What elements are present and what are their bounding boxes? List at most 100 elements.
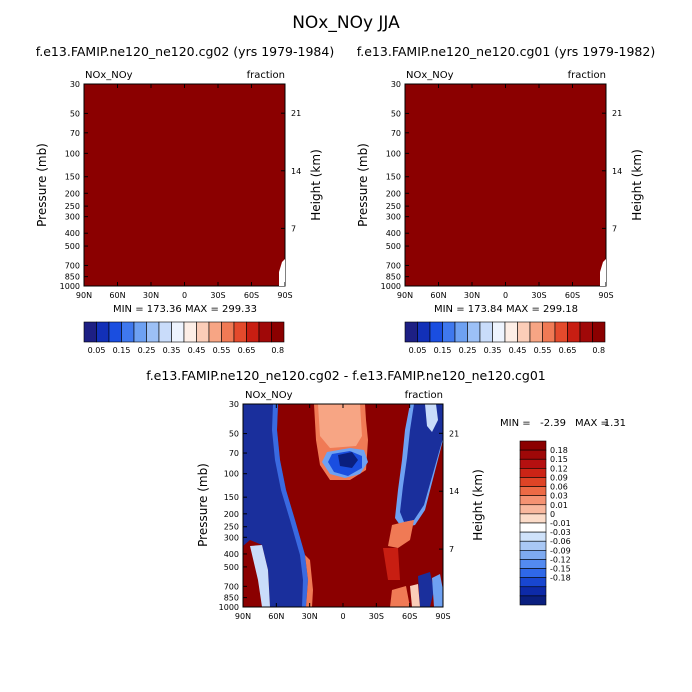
field-negative-bottom-right-edge: [432, 574, 443, 607]
y-right-tick-label: 21: [291, 109, 301, 118]
units-label: fraction: [247, 70, 285, 81]
colorbar-swatch: [504, 321, 518, 343]
colorbar-swatch: [519, 449, 547, 460]
min-max-text: MIN = 173.36 MAX = 299.33: [113, 304, 257, 315]
x-tick-label: 60S: [565, 291, 580, 300]
colorbar-label: 0.05: [88, 346, 106, 355]
var-label: NOx_NOy: [85, 70, 133, 81]
colorbar-label: 0.15: [434, 346, 452, 355]
colorbar-swatch: [158, 321, 172, 343]
colorbar-label: 0.25: [138, 346, 156, 355]
colorbar-swatch: [479, 321, 493, 343]
colorbar-swatch: [83, 321, 97, 343]
max-label: MAX =: [575, 418, 609, 429]
difference-field: [243, 404, 443, 607]
field-positive-right-edge: [388, 520, 414, 548]
field-negative-bottom-right: [418, 572, 434, 607]
units-label: fraction: [405, 390, 443, 401]
colorbar-label: -0.15: [550, 565, 571, 574]
colorbar-label: 0.03: [550, 492, 568, 501]
x-tick-label: 30N: [464, 291, 480, 300]
min-max-text: MIN = 173.84 MAX = 299.18: [434, 304, 578, 315]
y-right-tick-label: 14: [291, 167, 301, 176]
y-right-tick-label: 21: [612, 109, 622, 118]
colorbar-swatch: [171, 321, 185, 343]
x-tick-label: 90S: [435, 612, 450, 621]
colorbar-swatch: [108, 321, 122, 343]
y-tick-label: 300: [224, 533, 239, 542]
colorbar-label: 0.8: [592, 346, 605, 355]
colorbar-label: 0.15: [550, 455, 568, 464]
x-tick-label: 0: [340, 612, 345, 621]
colorbar-label: 0.15: [113, 346, 131, 355]
y-tick-label: 250: [386, 202, 401, 211]
colorbar-swatch: [519, 468, 547, 478]
x-tick-label: 90N: [76, 291, 92, 300]
colorbar-label: 0.06: [550, 483, 568, 492]
colorbar-swatch: [519, 577, 547, 588]
colorbar-swatch: [542, 321, 556, 343]
colorbar-swatch: [517, 321, 531, 343]
colorbar-swatch: [519, 477, 547, 487]
plot-field: [83, 83, 286, 287]
colorbar-label: 0.65: [238, 346, 256, 355]
colorbar-swatch: [233, 321, 247, 343]
colorbar-label: 0: [550, 510, 555, 519]
y-right-tick-label: 14: [612, 167, 622, 176]
colorbar-label: 0.01: [550, 501, 568, 510]
colorbar-label: 0.35: [484, 346, 502, 355]
colorbar: 0.05 0.15 0.25 0.35 0.45 0.55 0.65 0.8: [83, 321, 285, 355]
y-tick-label: 70: [70, 129, 80, 138]
field-negative-left: [243, 404, 308, 607]
y-tick-label: 70: [229, 449, 239, 458]
panel-top-right: f.e13.FAMIP.ne120_ne120.cg01 (yrs 1979-1…: [356, 44, 655, 355]
colorbar-swatch: [121, 321, 135, 343]
colorbar-swatch: [519, 522, 547, 533]
x-tick-label: 60N: [268, 612, 284, 621]
x-tick-label: 30N: [143, 291, 159, 300]
colorbar-label: 0.25: [459, 346, 477, 355]
x-tick-label: 90N: [397, 291, 413, 300]
colorbar-swatch: [258, 321, 272, 343]
y-tick-label: 1000: [60, 282, 80, 291]
panel-top-left: f.e13.FAMIP.ne120_ne120.cg02 (yrs 1979-1…: [35, 44, 334, 355]
y-tick-label: 500: [65, 242, 80, 251]
var-label: NOx_NOy: [245, 390, 293, 401]
colorbar-swatch: [519, 568, 547, 578]
colorbar-swatch: [221, 321, 235, 343]
colorbar: 0.05 0.15 0.25 0.35 0.45 0.55 0.65 0.8: [404, 321, 606, 355]
colorbar-swatch: [492, 321, 506, 343]
plot-field: [404, 83, 607, 287]
y-tick-label: 250: [224, 523, 239, 532]
y-tick-label: 700: [386, 261, 401, 270]
y-tick-label: 850: [224, 594, 239, 603]
y-tick-label: 400: [386, 229, 401, 238]
y-right-tick-label: 21: [449, 429, 459, 438]
colorbar-swatch: [529, 321, 543, 343]
y-tick-label: 100: [224, 470, 239, 479]
x-tick-label: 60S: [244, 291, 259, 300]
colorbar-label: 0.09: [550, 473, 568, 482]
y-tick-label: 250: [65, 202, 80, 211]
colorbar-swatch: [146, 321, 160, 343]
min-value: -2.39: [540, 418, 566, 429]
field-small-negative: [250, 545, 270, 607]
colorbar-swatch: [271, 321, 285, 343]
y-tick-label: 30: [391, 80, 401, 89]
colorbar-swatch: [442, 321, 456, 343]
colorbar-label: -0.01: [550, 519, 571, 528]
y-tick-label: 1000: [219, 603, 239, 612]
y-axis-label-right: Height (km): [471, 469, 485, 540]
y-tick-label: 200: [65, 189, 80, 198]
x-tick-label: 30S: [369, 612, 384, 621]
y-axis-label: Pressure (mb): [35, 143, 49, 227]
colorbar-swatch: [579, 321, 593, 343]
colorbar-swatch: [519, 504, 547, 515]
colorbar-swatch: [519, 531, 547, 542]
figure-title: NOx_NOy JJA: [292, 13, 400, 33]
x-tick-label: 60N: [109, 291, 125, 300]
colorbar-swatch: [429, 321, 443, 343]
colorbar-label: -0.12: [550, 555, 571, 564]
y-tick-label: 100: [386, 149, 401, 158]
